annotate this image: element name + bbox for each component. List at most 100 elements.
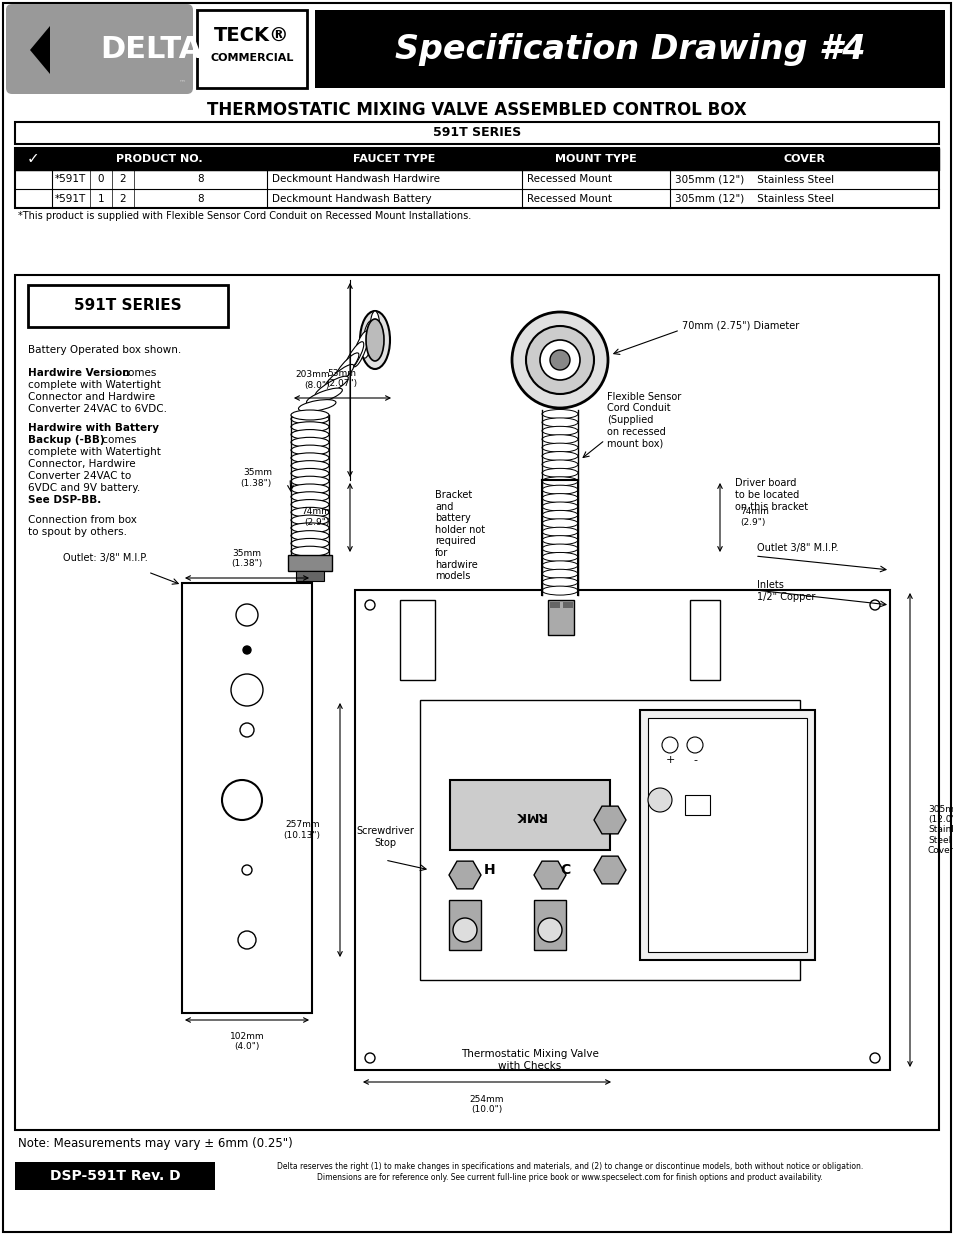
- Ellipse shape: [541, 536, 578, 545]
- Text: complete with Watertight: complete with Watertight: [28, 447, 161, 457]
- Text: Connection from box: Connection from box: [28, 515, 136, 525]
- Bar: [15, 1162, 214, 1191]
- Bar: [449, 900, 480, 950]
- Text: *591T: *591T: [55, 174, 86, 184]
- Bar: [547, 600, 574, 635]
- Text: Converter 24VAC to 6VDC.: Converter 24VAC to 6VDC.: [28, 404, 167, 414]
- Text: Thermostatic Mixing Valve
with Checks: Thermostatic Mixing Valve with Checks: [460, 1050, 598, 1071]
- Text: 35mm
(1.38"): 35mm (1.38"): [232, 548, 262, 568]
- Ellipse shape: [333, 353, 358, 383]
- Text: Outlet: 3/8" M.I.P.: Outlet: 3/8" M.I.P.: [63, 553, 148, 563]
- Text: 1: 1: [97, 194, 104, 204]
- Text: FAUCET TYPE: FAUCET TYPE: [353, 154, 436, 164]
- Circle shape: [365, 600, 375, 610]
- Ellipse shape: [541, 519, 578, 527]
- Text: 305mm
(12.0")
Stainless
Steel
Cover: 305mm (12.0") Stainless Steel Cover: [927, 805, 953, 856]
- Text: Flexible Sensor
Cord Conduit
(Supplied
on recessed
mount box): Flexible Sensor Cord Conduit (Supplied o…: [606, 391, 680, 448]
- Text: Deckmount Handwash Hardwire: Deckmount Handwash Hardwire: [272, 174, 439, 184]
- Text: 74mm
(2.9"): 74mm (2.9"): [301, 508, 330, 526]
- Bar: [15, 148, 938, 207]
- Text: Converter 24VAC to: Converter 24VAC to: [28, 471, 132, 480]
- Circle shape: [453, 918, 476, 942]
- Text: Battery Operated box shown.: Battery Operated box shown.: [28, 345, 181, 354]
- Text: Connector and Hardwire: Connector and Hardwire: [28, 391, 155, 403]
- Text: Deckmount Handwash Battery: Deckmount Handwash Battery: [272, 194, 431, 204]
- Bar: [450, 781, 609, 850]
- Ellipse shape: [324, 364, 354, 390]
- Polygon shape: [30, 26, 50, 74]
- Ellipse shape: [541, 410, 578, 419]
- Circle shape: [231, 674, 263, 706]
- Text: 35mm
(1.38"): 35mm (1.38"): [240, 468, 272, 488]
- Ellipse shape: [541, 468, 578, 478]
- Ellipse shape: [291, 522, 329, 532]
- Ellipse shape: [291, 468, 329, 478]
- Text: RMK: RMK: [514, 809, 545, 821]
- Ellipse shape: [291, 422, 329, 432]
- Circle shape: [222, 781, 262, 820]
- Bar: [15, 275, 938, 1130]
- Circle shape: [512, 312, 607, 408]
- Text: DELTA.: DELTA.: [100, 36, 214, 64]
- Ellipse shape: [541, 435, 578, 443]
- Ellipse shape: [541, 552, 578, 562]
- Ellipse shape: [541, 477, 578, 485]
- Ellipse shape: [291, 410, 329, 420]
- Text: 8: 8: [197, 174, 204, 184]
- Circle shape: [661, 737, 678, 753]
- Text: Connector, Hardwire: Connector, Hardwire: [28, 459, 135, 469]
- Bar: [15, 122, 938, 144]
- Polygon shape: [594, 856, 625, 884]
- Text: +: +: [664, 755, 674, 764]
- Text: 254mm
(10.0"): 254mm (10.0"): [469, 1095, 504, 1114]
- Ellipse shape: [541, 545, 578, 553]
- Ellipse shape: [541, 452, 578, 461]
- Ellipse shape: [291, 484, 329, 494]
- Ellipse shape: [361, 321, 374, 358]
- Text: H: H: [484, 863, 496, 877]
- Ellipse shape: [541, 587, 578, 595]
- Ellipse shape: [314, 377, 348, 398]
- Ellipse shape: [291, 437, 329, 447]
- Bar: [550, 601, 559, 608]
- Ellipse shape: [541, 459, 578, 469]
- Ellipse shape: [291, 531, 329, 541]
- Text: ✓: ✓: [27, 152, 40, 167]
- Ellipse shape: [541, 501, 578, 511]
- Circle shape: [242, 864, 252, 876]
- Circle shape: [525, 326, 594, 394]
- Ellipse shape: [541, 485, 578, 494]
- Text: Specification Drawing #4: Specification Drawing #4: [395, 33, 864, 67]
- Ellipse shape: [298, 400, 335, 411]
- Ellipse shape: [541, 569, 578, 578]
- Text: ™: ™: [179, 79, 186, 85]
- Text: 591T SERIES: 591T SERIES: [74, 299, 182, 314]
- Text: Hardwire with Battery: Hardwire with Battery: [28, 424, 159, 433]
- Bar: [196, 10, 307, 88]
- Ellipse shape: [541, 443, 578, 452]
- Text: Delta reserves the right (1) to make changes in specifications and materials, an: Delta reserves the right (1) to make cha…: [276, 1162, 862, 1182]
- Bar: [182, 583, 312, 1013]
- Text: THERMOSTATIC MIXING VALVE ASSEMBLED CONTROL BOX: THERMOSTATIC MIXING VALVE ASSEMBLED CONT…: [207, 101, 746, 119]
- Text: comes: comes: [119, 368, 156, 378]
- Bar: [15, 148, 938, 170]
- Circle shape: [550, 350, 569, 370]
- Ellipse shape: [366, 319, 384, 361]
- Text: Hardwire Version: Hardwire Version: [28, 368, 130, 378]
- Ellipse shape: [541, 417, 578, 427]
- Ellipse shape: [306, 388, 342, 404]
- Ellipse shape: [541, 510, 578, 520]
- Text: *This product is supplied with Flexible Sensor Cord Conduit on Recessed Mount In: *This product is supplied with Flexible …: [18, 211, 471, 221]
- Ellipse shape: [291, 538, 329, 548]
- Text: 74mm
(2.9"): 74mm (2.9"): [740, 508, 768, 526]
- Ellipse shape: [541, 578, 578, 587]
- Text: -: -: [692, 755, 697, 764]
- Ellipse shape: [291, 477, 329, 487]
- Text: 0: 0: [97, 174, 104, 184]
- FancyBboxPatch shape: [6, 4, 193, 94]
- Text: *591T: *591T: [55, 194, 86, 204]
- Text: PRODUCT NO.: PRODUCT NO.: [116, 154, 203, 164]
- Circle shape: [235, 604, 257, 626]
- Bar: [399, 600, 435, 680]
- Ellipse shape: [291, 430, 329, 440]
